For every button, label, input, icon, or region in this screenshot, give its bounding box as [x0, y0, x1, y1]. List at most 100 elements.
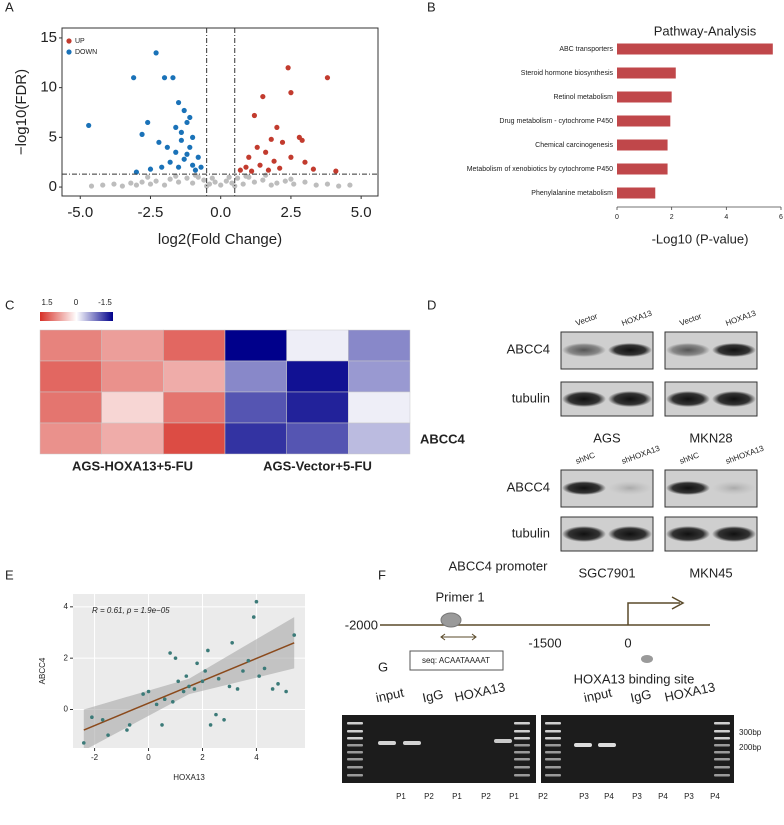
gel-band [598, 743, 616, 747]
ladder-band [514, 722, 530, 725]
data-point [190, 134, 196, 140]
cell-line-label: MKN45 [689, 565, 732, 580]
heatmap-cell [286, 360, 349, 393]
bar [617, 67, 676, 79]
data-point [274, 124, 280, 131]
data-point [106, 733, 110, 737]
ladder-band [714, 730, 730, 733]
data-point [291, 181, 297, 187]
ladder-band [714, 758, 730, 761]
ladder-band [347, 730, 363, 733]
heatmap-cell [163, 329, 226, 362]
x-tick-label: 2 [200, 753, 205, 762]
data-point [226, 174, 232, 180]
x-tick-label: -5.0 [67, 204, 93, 221]
position-label: 0 [624, 635, 631, 650]
data-point [195, 154, 201, 160]
data-point [173, 149, 179, 155]
diagram-title: ABCC4 promoter [449, 558, 549, 573]
data-point [234, 175, 241, 181]
y-tick-label: 15 [40, 29, 57, 46]
ladder-band [514, 751, 530, 754]
ladder-band [514, 766, 530, 769]
y-tick-label: 0 [49, 178, 57, 195]
lane-label: P4 [604, 792, 614, 801]
ladder-band [514, 744, 530, 747]
heatmap-cell [163, 360, 226, 393]
data-point [292, 633, 297, 637]
data-point [127, 723, 132, 727]
ladder-band [545, 751, 561, 754]
x-tick-label: 6 [779, 214, 783, 221]
heatmap-cell [286, 422, 349, 455]
data-point [81, 741, 86, 745]
blot-band [712, 481, 756, 495]
heatmap-cell [163, 422, 226, 455]
data-point [198, 164, 204, 170]
lane-label: P1 [396, 792, 406, 801]
data-point [139, 131, 145, 137]
protein-label: tubulin [512, 525, 550, 540]
data-point [175, 164, 182, 170]
gel-band [574, 743, 592, 747]
ladder-band [347, 758, 363, 761]
data-point [184, 674, 189, 678]
data-point [181, 107, 187, 114]
data-point [232, 183, 238, 189]
x-tick-label: -2 [91, 753, 99, 762]
ladder-band [545, 730, 561, 733]
ladder-band [347, 744, 363, 747]
data-point [175, 99, 182, 106]
data-point [154, 702, 159, 707]
heatmap-cell [224, 422, 287, 455]
ladder-band [545, 766, 561, 769]
data-point [162, 697, 167, 702]
category-label: Steroid hormone biosynthesis [521, 70, 614, 77]
blot-band [666, 481, 710, 495]
data-point [175, 179, 182, 185]
data-point [146, 689, 151, 694]
data-point [176, 679, 181, 684]
binding-site-marker [641, 655, 653, 663]
x-tick-label: 4 [254, 753, 259, 762]
ladder-band [714, 751, 730, 754]
data-point [302, 159, 308, 165]
data-point [208, 723, 213, 727]
ladder-band [545, 774, 561, 777]
ladder-band [714, 722, 730, 725]
position-label: -1500 [528, 635, 561, 650]
x-tick-label: 0.0 [210, 204, 231, 221]
data-point [333, 168, 339, 174]
data-point [262, 666, 267, 671]
blot-band [562, 343, 606, 357]
heatmap-cell [224, 360, 287, 393]
data-point [284, 689, 288, 694]
category-label: Chemical carcinogenesis [535, 142, 613, 149]
category-label: Retinol metabolism [553, 94, 613, 101]
data-point [265, 167, 272, 173]
data-point [251, 179, 258, 185]
legend-marker [66, 49, 72, 55]
data-point [277, 165, 283, 171]
data-point [161, 182, 168, 188]
ladder-band [347, 766, 363, 769]
heatmap-cell [101, 360, 164, 393]
data-point [184, 175, 190, 181]
lane-label: HOXA13 [724, 308, 757, 327]
heatmap-cell [286, 391, 349, 424]
data-point [336, 183, 342, 189]
ladder-band [514, 737, 530, 740]
data-point [200, 679, 205, 684]
data-point [181, 156, 187, 162]
data-point [164, 144, 170, 150]
lane-label: P1 [452, 792, 462, 801]
data-point [156, 139, 162, 145]
confidence-band [83, 617, 295, 748]
data-point [324, 181, 331, 187]
data-point [270, 687, 275, 691]
blot-band [666, 391, 710, 407]
cell-line-label: MKN28 [689, 430, 732, 445]
cell-line-label: AGS [593, 430, 621, 445]
blot-band [608, 526, 652, 542]
